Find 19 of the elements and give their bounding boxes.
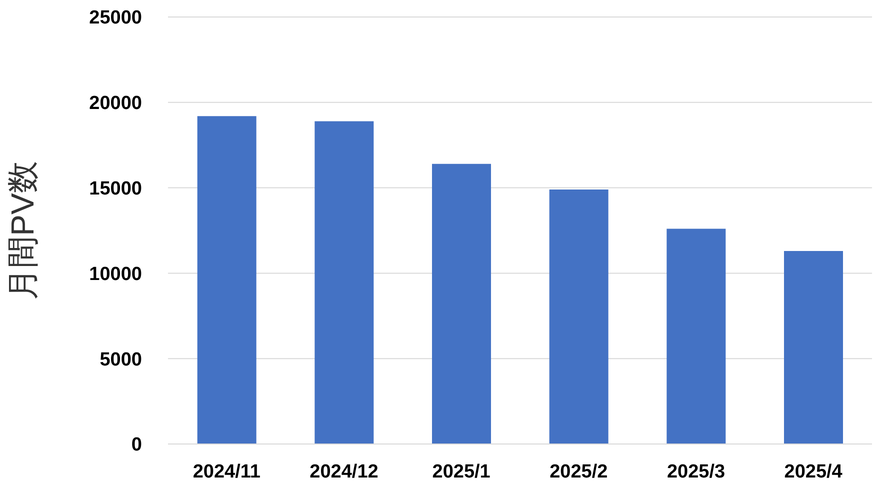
x-tick-label: 2025/2	[550, 461, 608, 482]
x-tick-label: 2025/1	[432, 461, 491, 482]
y-tick-label: 25000	[89, 8, 142, 29]
bar	[549, 190, 608, 444]
x-tick-label: 2024/11	[192, 461, 261, 482]
bar	[314, 121, 374, 444]
y-tick-label: 0	[131, 434, 142, 456]
bar	[197, 116, 256, 444]
x-tick-label: 2025/4	[784, 461, 843, 482]
y-tick-label: 20000	[89, 93, 142, 114]
y-tick-label: 15000	[89, 178, 142, 200]
y-tick-label: 5000	[100, 349, 142, 370]
y-tick-label: 10000	[89, 264, 142, 285]
bar	[666, 228, 726, 444]
bar	[432, 164, 491, 444]
y-axis-title: 月間PV数	[4, 161, 40, 300]
x-tick-label: 2024/12	[310, 461, 378, 482]
x-tick-label: 2025/3	[666, 461, 726, 482]
bar	[784, 250, 843, 444]
